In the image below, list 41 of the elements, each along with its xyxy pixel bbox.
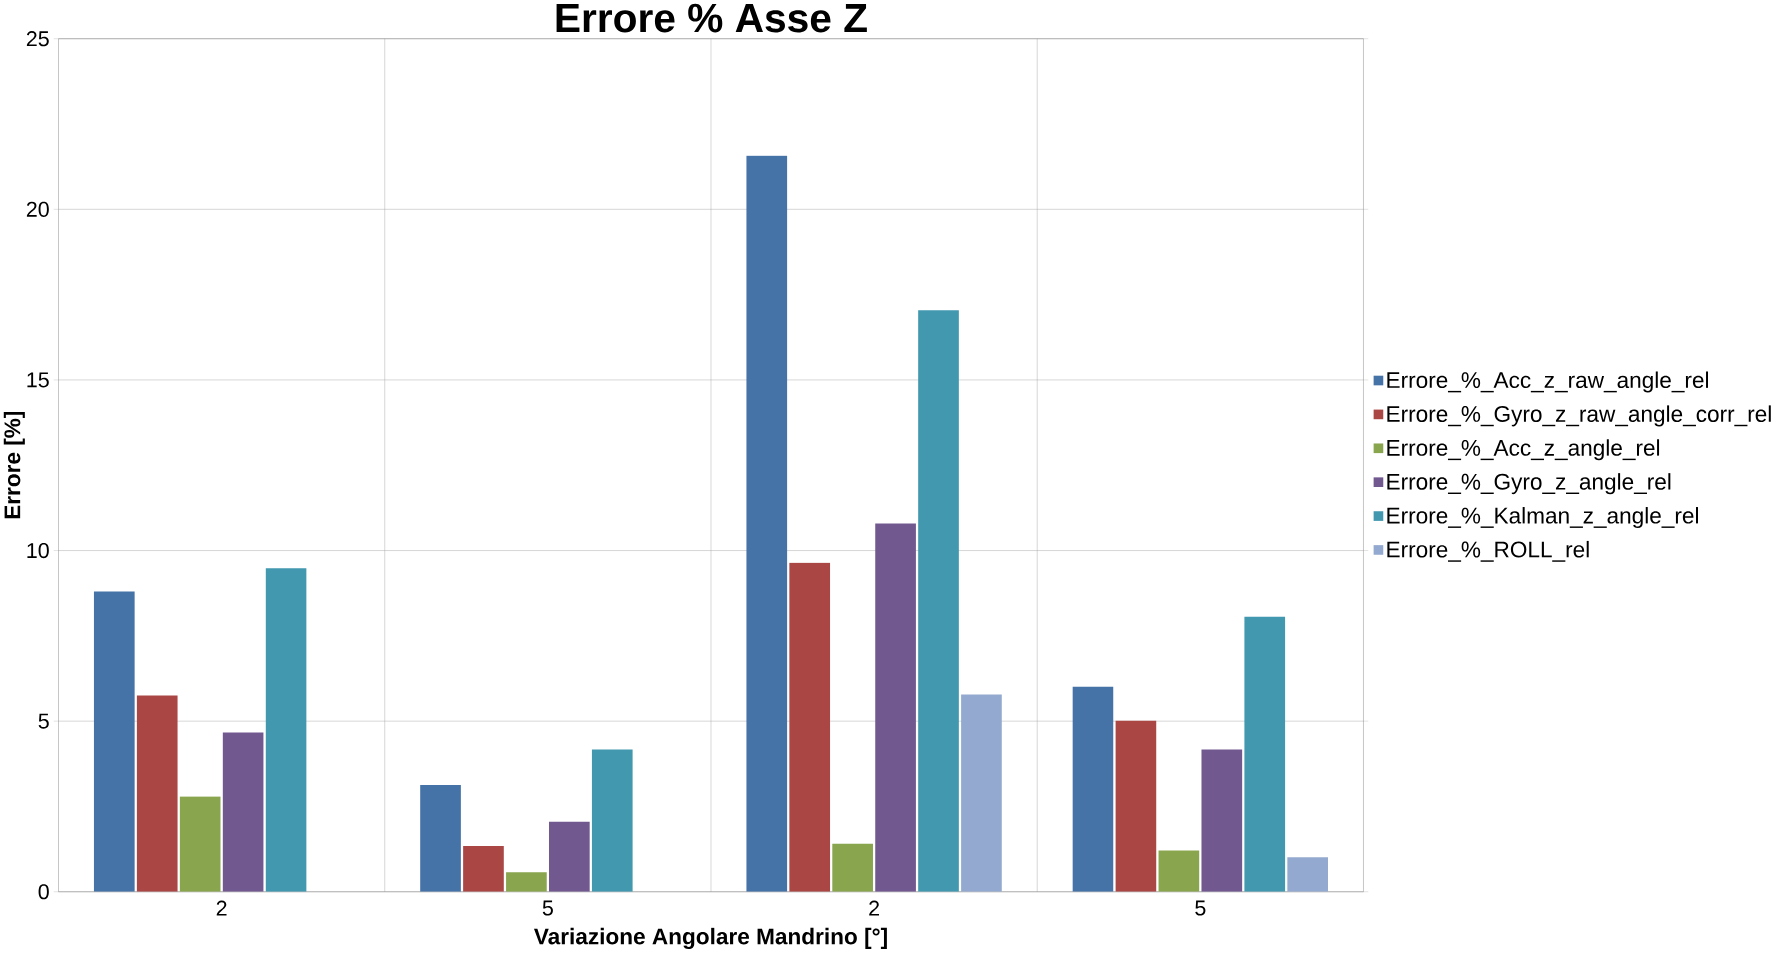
y-tick-label: 10: [27, 543, 49, 559]
bar: [832, 843, 873, 892]
bar: [1287, 857, 1329, 892]
bar: [1244, 616, 1286, 892]
x-tick-label: 5: [542, 900, 553, 916]
bar: [961, 694, 1002, 892]
legend-label: Errore_%_Gyro_z_raw_angle_corr_rel: [1387, 405, 1771, 427]
legend-label: Errore_%_Kalman_z_angle_rel: [1387, 507, 1698, 529]
x-tick-label: 5: [1195, 900, 1206, 916]
bar: [179, 796, 221, 892]
y-tick-label: 25: [26, 31, 49, 47]
bar: [222, 732, 264, 892]
x-tick-label: 2: [869, 900, 879, 916]
bar: [463, 846, 504, 892]
y-tick-label: 5: [38, 713, 49, 729]
y-tick-label: 15: [27, 372, 49, 388]
bar: [549, 821, 590, 892]
bar: [136, 695, 178, 892]
bar: [1158, 850, 1200, 892]
bar: [93, 591, 135, 892]
y-tick-label: 20: [26, 201, 49, 218]
bar: [918, 310, 959, 892]
bar: [789, 562, 831, 892]
legend-label: Errore_%_Acc_z_raw_angle_rel: [1387, 371, 1709, 393]
bar: [1072, 686, 1114, 892]
y-axis-title: Errore [%]: [3, 412, 25, 519]
legend-label: Errore_%_Gyro_z_angle_rel: [1387, 473, 1671, 495]
bar: [591, 749, 633, 892]
y-tick-label: 0: [38, 884, 49, 900]
x-axis-title: Variazione Angolare Mandrino [°]: [533, 927, 887, 950]
chart-title: Errore % Asse Z: [556, 3, 867, 33]
bar: [1115, 720, 1157, 892]
bar: [1201, 749, 1243, 892]
legend-label: Errore_%_ROLL_rel: [1387, 541, 1589, 562]
bar: [506, 872, 547, 892]
x-tick-label: 2: [216, 900, 227, 916]
bar: [875, 523, 916, 892]
bar: [265, 568, 307, 892]
bar: [746, 155, 788, 892]
legend-label: Errore_%_Acc_z_angle_rel: [1387, 439, 1660, 461]
bar: [420, 785, 461, 892]
